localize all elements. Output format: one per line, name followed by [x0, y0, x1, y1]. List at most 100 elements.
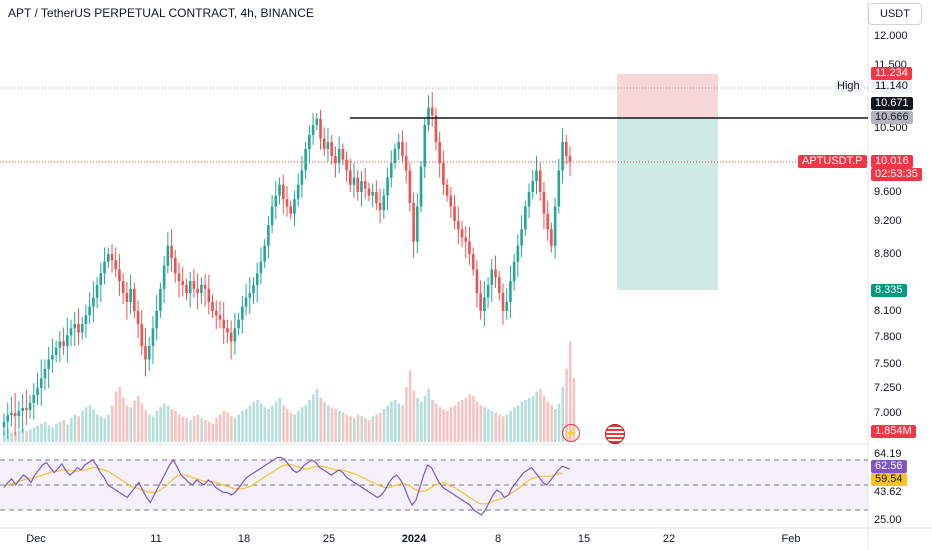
candle-body	[106, 254, 110, 262]
volume-bar	[66, 424, 69, 442]
volume-bar	[312, 394, 315, 442]
volume-bar	[461, 399, 464, 442]
candle-body	[21, 408, 24, 411]
candle-body	[118, 269, 121, 282]
price-axis[interactable]: 12.000 11.500 10.500 9.600 9.200 8.800 8…	[870, 0, 932, 550]
volume-bar	[110, 405, 114, 442]
candle-body	[483, 297, 486, 311]
volume-bar	[151, 416, 155, 442]
candle-body	[77, 324, 80, 333]
volume-bar	[204, 420, 207, 442]
candle-body	[330, 142, 333, 157]
volume-bar	[267, 409, 270, 442]
volume-bar	[345, 414, 349, 442]
candle-body	[13, 413, 17, 417]
volume-bar	[572, 377, 576, 442]
candle-body	[542, 192, 546, 214]
volume-bar	[96, 414, 99, 442]
candle-body	[453, 206, 456, 221]
volume-bar	[155, 410, 159, 442]
symbol-price-tag: APTUSDT.P	[798, 155, 867, 168]
candle-body	[270, 206, 274, 226]
volume-bar	[70, 418, 73, 442]
candle-body	[110, 254, 114, 261]
candle-body	[423, 124, 427, 167]
volume-bar	[423, 396, 427, 442]
candle-body	[449, 195, 453, 207]
time-tick: Feb	[781, 533, 801, 545]
candle-body	[188, 281, 192, 294]
volume-bar	[144, 409, 148, 442]
candle-body	[311, 124, 315, 136]
candle-body	[408, 170, 412, 203]
volume-tag: 1.854M	[871, 425, 916, 438]
currency-selector[interactable]: USDT	[868, 3, 922, 25]
volume-bar	[163, 403, 166, 442]
candle-body	[25, 408, 28, 410]
price-tick: 7.800	[874, 331, 902, 343]
candle-body	[73, 324, 77, 329]
candle-body	[494, 269, 497, 278]
volume-bar	[360, 416, 363, 442]
volume-bar	[278, 398, 282, 442]
candle-body	[133, 288, 136, 311]
current-price-tag: 10.016	[871, 155, 913, 168]
candle-body	[51, 355, 54, 360]
volume-bar	[185, 418, 188, 442]
candle-body	[166, 245, 170, 266]
candle-body	[341, 149, 345, 160]
rsi-ma-tag: 59.54	[871, 473, 907, 486]
candle-body	[553, 206, 557, 246]
candle-body	[289, 206, 293, 214]
candle-body	[445, 184, 449, 196]
candle-body	[550, 229, 553, 246]
candle-body	[434, 115, 438, 143]
rsi-line	[3, 456, 571, 516]
candle-body	[352, 177, 356, 185]
volume-bar	[129, 407, 133, 442]
time-tick: 15	[577, 533, 591, 545]
volume-bar	[457, 401, 460, 442]
volume-bar	[36, 425, 40, 442]
candle-body	[520, 229, 523, 246]
volume-bar	[334, 409, 337, 442]
time-tick: 11	[150, 533, 162, 545]
volume-bar	[192, 416, 196, 442]
price-tick: 7.500	[874, 358, 902, 370]
volume-bar	[237, 414, 241, 442]
volume-bar	[47, 425, 51, 442]
symbol-title[interactable]: APT / TetherUS PERPETUAL CONTRACT, 4h, B…	[8, 6, 314, 20]
candle-body	[497, 277, 501, 294]
candle-body	[136, 311, 140, 324]
candle-body	[326, 142, 330, 150]
rsi-tick: 64.19	[874, 448, 902, 460]
candle-body	[177, 273, 181, 282]
candle-body	[144, 346, 147, 360]
volume-bar	[200, 418, 203, 442]
us-flag-icon[interactable]	[605, 424, 625, 444]
candle-body	[80, 324, 84, 333]
candle-body	[103, 261, 106, 274]
candle-body	[129, 288, 132, 303]
volume-bar	[367, 420, 371, 442]
candle-body	[121, 281, 125, 294]
candle-body	[278, 184, 281, 196]
time-tick: 8	[494, 533, 502, 545]
price-tick: 7.250	[874, 382, 902, 394]
price-tick: 9.600	[874, 186, 902, 198]
candle-body	[155, 311, 158, 329]
volume-bar	[539, 388, 542, 442]
volume-bar	[308, 399, 311, 442]
candle-body	[39, 378, 43, 388]
candle-body	[397, 142, 401, 150]
volume-bar	[386, 405, 390, 442]
volume-bar	[557, 403, 561, 442]
lightning-icon[interactable]: ⚡	[562, 424, 580, 442]
candle-body	[185, 284, 188, 294]
volume-bar	[364, 418, 367, 442]
candle-body	[308, 135, 311, 150]
candle-body	[419, 166, 423, 207]
volume-bar	[472, 396, 475, 442]
